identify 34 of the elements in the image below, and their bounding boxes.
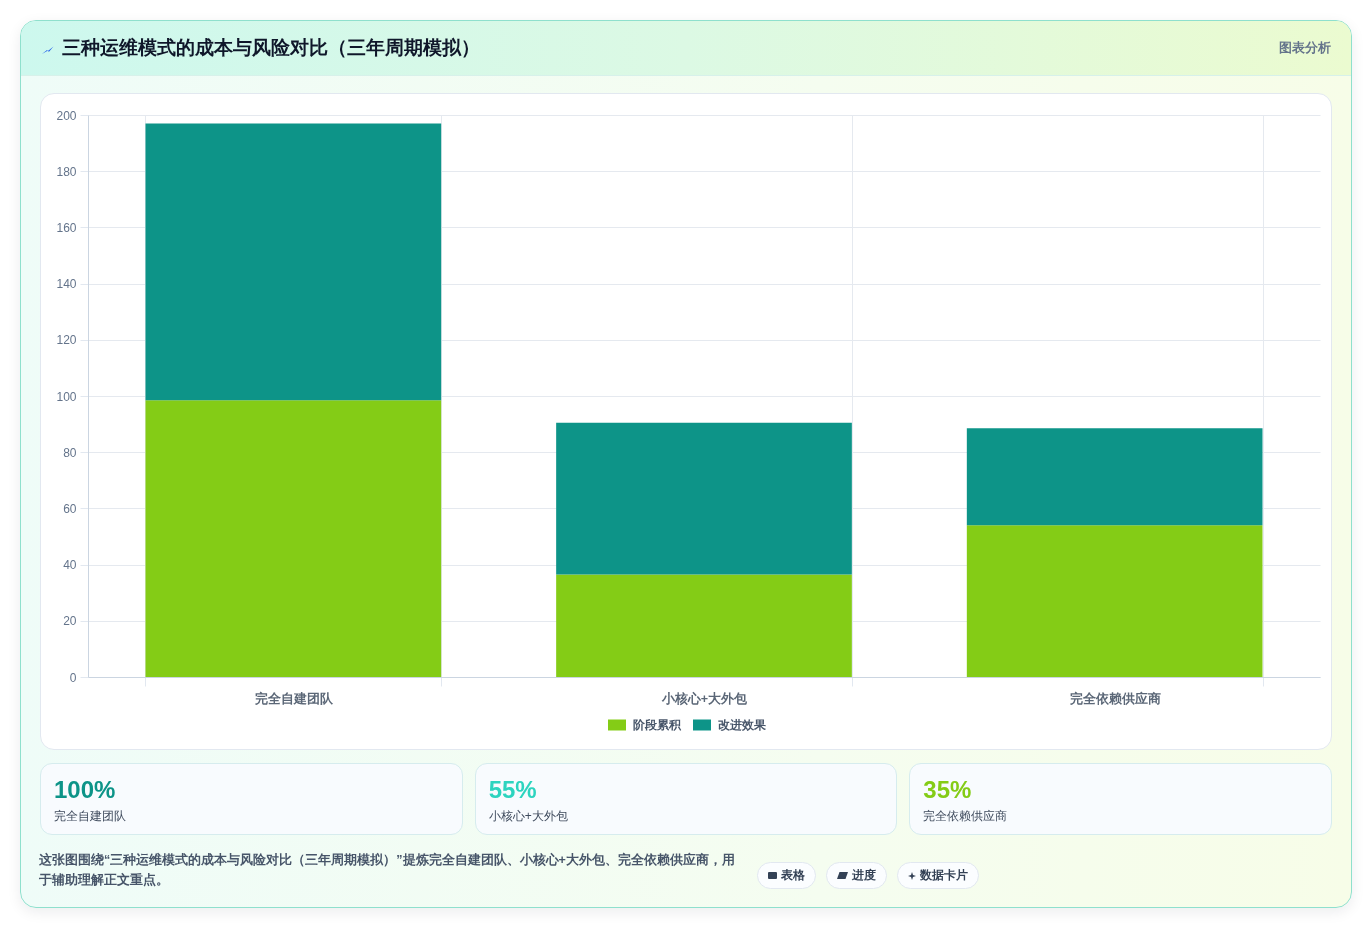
x-tick-label: 完全自建团队 (254, 690, 334, 706)
y-tick-label: 200 (56, 108, 77, 123)
text: 图表分析 (1279, 40, 1331, 57)
y-tick-label: 40 (63, 558, 77, 573)
text: 数据卡片 (920, 868, 968, 883)
legend-label: 改进效果 (718, 718, 767, 732)
text: 35% (923, 776, 972, 803)
text: 进度 (852, 868, 876, 883)
bar (556, 574, 852, 677)
bar (556, 422, 852, 575)
category-label: 小核心+大外包 (488, 808, 568, 824)
y-tick-label: 60 (63, 501, 77, 516)
y-tick-label: 80 (63, 445, 77, 460)
y-tick-label: 120 (56, 333, 77, 348)
bar (145, 123, 442, 401)
y-tick-label: 0 (69, 670, 77, 685)
text: 表格 (781, 868, 805, 883)
x-tick-label: 小核心+大外包 (660, 690, 749, 706)
y-tick-label: 160 (56, 220, 77, 235)
y-tick-label: 100 (56, 389, 77, 404)
category-label: 完全依赖供应商 (923, 808, 1008, 824)
text: 55% (488, 776, 537, 803)
legend-label: 阶段累积 (633, 718, 682, 732)
x-tick-label: 完全依赖供应商 (1069, 690, 1161, 706)
text: 这张图围绕“三种运维模式的成本与风险对比（三年周期模拟）”提炼完全自建团队、小核心+大外包、完全依赖供应商，用于辅助理解正文重点。 (39, 851, 736, 889)
category-label: 完全自建团队 (54, 808, 126, 824)
bar (966, 428, 1263, 526)
bar (145, 400, 442, 677)
y-tick-label: 140 (56, 277, 77, 292)
text: 100% (54, 776, 116, 803)
y-tick-label: 20 (63, 614, 77, 629)
chart-title: 三种运维模式的成本与风险对比（三年周期模拟） (62, 36, 480, 60)
y-tick-label: 180 (56, 164, 77, 179)
bar (966, 525, 1263, 677)
